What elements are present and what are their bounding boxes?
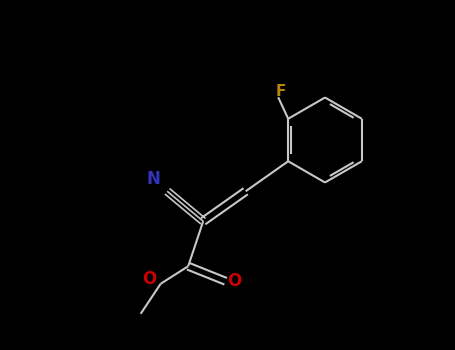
- Text: F: F: [276, 84, 286, 99]
- Text: O: O: [227, 272, 241, 290]
- Text: O: O: [142, 270, 157, 288]
- Text: N: N: [146, 170, 160, 188]
